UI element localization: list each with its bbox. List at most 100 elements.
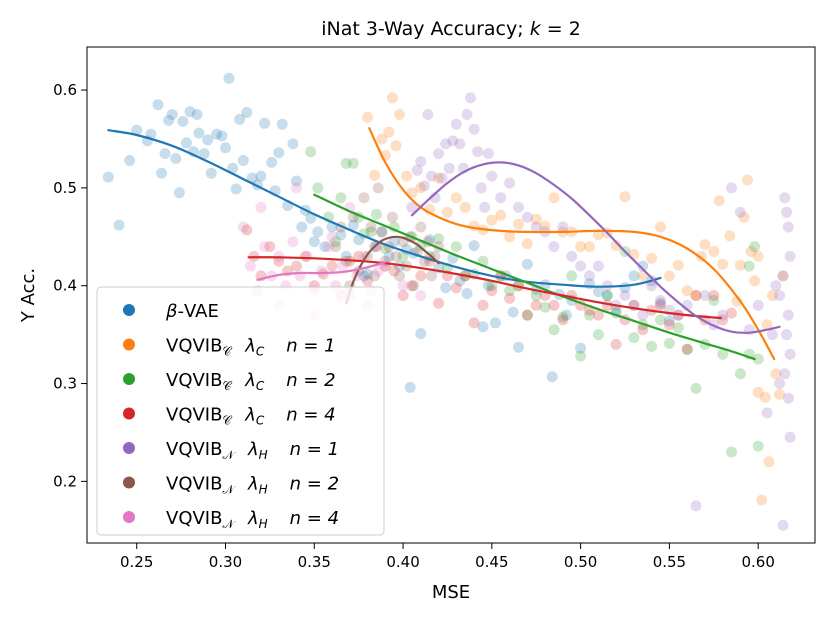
- data-point: [592, 329, 604, 341]
- data-point: [592, 286, 604, 298]
- legend-subscript: 𝒞: [222, 379, 232, 393]
- data-point: [690, 290, 702, 301]
- data-point: [749, 275, 761, 287]
- x-tick-label: 0.50: [564, 553, 597, 571]
- data-point: [557, 314, 569, 326]
- data-point: [575, 342, 587, 354]
- legend-main: VQVIB: [166, 370, 222, 391]
- data-point: [415, 328, 427, 340]
- data-point: [362, 111, 373, 123]
- data-point: [468, 317, 480, 329]
- data-point: [340, 255, 352, 267]
- data-point: [220, 142, 231, 154]
- data-point: [264, 241, 276, 253]
- data-point: [388, 236, 400, 248]
- y-tick-label: 0.2: [53, 472, 77, 490]
- data-point: [426, 270, 437, 282]
- data-point: [401, 170, 413, 182]
- data-point: [255, 201, 267, 213]
- data-point: [347, 219, 359, 231]
- legend-subscript: 𝒞: [222, 414, 232, 428]
- data-point: [291, 175, 302, 187]
- data-point: [486, 280, 498, 292]
- y-tick-label: 0.3: [53, 375, 77, 393]
- data-point: [672, 322, 684, 334]
- x-axis-ticks: 0.25 0.30 0.35 0.40 0.45 0.50 0.55 0.60: [120, 543, 775, 571]
- data-point: [372, 265, 384, 277]
- data-point: [504, 292, 516, 304]
- data-point: [394, 109, 405, 120]
- data-point: [784, 431, 796, 443]
- data-point: [418, 180, 430, 192]
- data-point: [330, 241, 342, 253]
- legend-n: n = 4: [290, 508, 339, 529]
- legend-main: VQVIB: [166, 405, 222, 426]
- data-point: [601, 290, 613, 301]
- data-point: [323, 241, 334, 253]
- data-point: [566, 250, 578, 262]
- data-point: [637, 324, 649, 336]
- data-point: [646, 252, 658, 264]
- legend-box: [96, 286, 385, 536]
- data-point: [628, 270, 640, 282]
- data-point: [681, 343, 693, 355]
- data-point: [273, 147, 285, 159]
- data-point: [468, 240, 480, 252]
- x-tick-label: 0.60: [741, 553, 774, 571]
- data-point: [230, 183, 242, 195]
- data-point: [145, 128, 157, 140]
- data-point: [513, 218, 524, 230]
- data-point: [548, 299, 560, 311]
- scatter-points-layer: [102, 72, 796, 531]
- legend-lambda: λ: [244, 370, 256, 391]
- data-point: [102, 171, 114, 183]
- data-point: [184, 106, 196, 118]
- data-point: [575, 350, 587, 362]
- data-point: [156, 167, 168, 179]
- data-point: [465, 92, 476, 104]
- data-point: [447, 135, 459, 147]
- x-tick-label: 0.55: [653, 553, 686, 571]
- legend-n: n = 1: [286, 336, 335, 357]
- data-point: [124, 155, 136, 166]
- data-point: [717, 258, 729, 270]
- data-point: [370, 208, 382, 220]
- data-point: [244, 260, 256, 272]
- legend-marker: [123, 373, 135, 385]
- legend-lambda-subscript: H: [259, 483, 268, 497]
- data-point: [454, 138, 466, 150]
- legend-lambda: λ: [247, 508, 259, 529]
- x-tick-label: 0.45: [475, 553, 508, 571]
- data-point: [386, 211, 398, 223]
- y-axis-label: Y Acc.: [18, 268, 39, 323]
- legend-label: VQVIB𝒞 λC n = 1: [166, 336, 336, 359]
- data-point: [566, 270, 578, 282]
- data-point: [745, 246, 757, 257]
- data-point: [655, 299, 666, 311]
- data-point: [655, 297, 666, 309]
- data-point: [521, 258, 533, 270]
- data-point: [774, 378, 785, 389]
- data-point: [308, 236, 320, 248]
- data-point: [726, 182, 737, 194]
- data-point: [530, 290, 542, 301]
- data-point: [433, 172, 445, 184]
- data-point: [376, 226, 388, 238]
- data-point: [530, 299, 542, 311]
- legend-marker: [123, 511, 135, 523]
- legend-lambda-subscript: H: [259, 448, 268, 462]
- data-point: [365, 221, 377, 233]
- data-point: [752, 440, 764, 452]
- data-point: [690, 500, 702, 512]
- data-point: [672, 259, 684, 271]
- data-point: [610, 240, 622, 252]
- legend-main: -VAE: [178, 301, 219, 322]
- trend-line: [313, 193, 756, 361]
- data-point: [337, 260, 349, 272]
- data-point: [761, 319, 773, 331]
- legend-lambda: λ: [244, 336, 256, 357]
- data-point: [319, 241, 331, 253]
- data-point: [592, 260, 604, 272]
